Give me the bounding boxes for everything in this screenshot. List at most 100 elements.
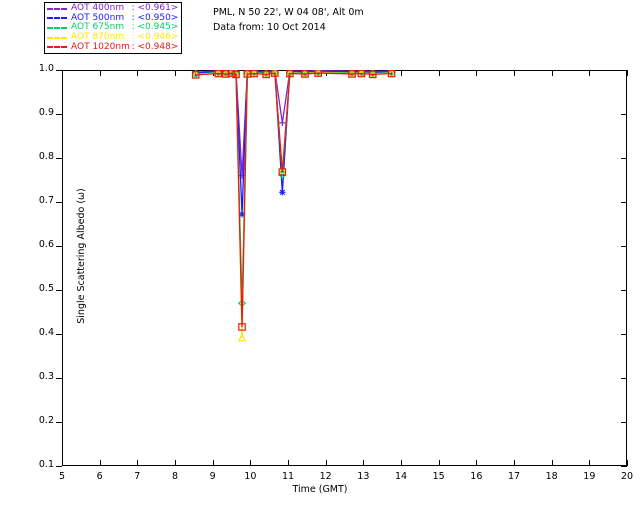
legend-mean-value: : <0.945> [131,22,179,33]
x-tick-mark-top [438,70,440,76]
data-marker-triangle [278,165,287,175]
plot-area [62,70,627,466]
x-tick-mark-top [514,70,515,76]
data-marker-square [368,70,377,79]
y-tick-label: 0.8 [38,151,54,162]
x-tick-mark [438,460,440,466]
series-aot-675nm [191,70,396,308]
legend-dash-icon [47,7,67,10]
legend-item-675nm: AOT 675nm : <0.945> [47,23,178,33]
data-marker-square [314,70,322,77]
y-tick-mark-right [621,158,627,159]
y-tick-mark [56,246,62,247]
x-tick-mark [250,460,252,466]
y-tick-mark [56,378,62,379]
data-marker-square [214,70,223,78]
y-tick-mark [56,202,62,203]
legend-label: AOT 675nm : <0.945> [71,23,178,32]
legend-aot-text: AOT [71,12,90,23]
legend-label: AOT 400nm: <0.961> [71,4,178,13]
data-marker-plus [279,119,286,126]
y-tick-mark-right [621,114,627,115]
x-tick-label: 10 [244,471,257,482]
x-tick-mark-top [401,70,402,76]
data-marker-asterisk [279,189,286,196]
y-tick-label: 1.0 [38,63,54,74]
series-aot-870nm [191,70,396,342]
data-marker-square [278,168,287,176]
x-tick-mark [325,460,327,466]
series-aot-400nm [192,70,395,179]
chart-canvas [191,70,396,342]
x-tick-label: 20 [620,471,634,482]
data-marker-square [357,70,366,78]
y-tick-label: 0.3 [38,371,54,382]
series-line [195,71,392,304]
data-marker-square [387,70,396,78]
x-tick-mark-top [175,70,176,76]
data-marker-square [271,70,279,77]
series-line [195,71,392,338]
x-tick-label: 19 [583,471,596,482]
y-tick-mark [56,290,62,291]
legend-wavelength: 400nm [89,3,125,14]
x-tick-mark-top [99,70,101,76]
legend-dash-icon [47,36,67,39]
x-tick-label: 8 [171,471,179,482]
x-axis-title: Time (GMT) [292,484,348,495]
data-marker-square [286,70,294,78]
legend-item-1020nm: AOT 1020nm: <0.948> [47,42,178,52]
x-tick-mark-top [627,70,628,76]
x-tick-mark-top [589,70,591,76]
x-tick-label: 18 [545,471,558,482]
legend-wavelength: 1020nm [89,41,130,52]
series-line [195,70,392,176]
x-tick-label: 6 [96,471,103,482]
data-marker-square [348,70,356,78]
x-tick-label: 5 [58,471,66,482]
y-tick-mark [56,466,62,467]
y-tick-label: 0.7 [38,195,54,206]
y-tick-mark [56,70,62,71]
y-tick-mark-right [621,422,627,423]
y-tick-mark-right [621,202,627,203]
x-tick-label: 17 [507,471,521,482]
x-tick-mark [212,460,214,466]
x-tick-label: 11 [281,471,295,482]
x-tick-mark-top [551,70,553,76]
legend-mean-value: : <0.961> [131,3,179,14]
x-tick-label: 7 [134,471,141,482]
y-tick-mark-right [621,378,627,379]
series-aot-500nm [192,70,395,218]
y-tick-label: 0.2 [38,415,54,426]
legend-wavelength: 675nm [89,22,125,33]
legend-aot-text: AOT [71,22,90,33]
data-marker-square [191,71,200,79]
x-tick-mark [137,460,139,466]
x-tick-mark [175,460,176,466]
legend-label: AOT 870nm: <0.946> [71,33,178,42]
legend: AOT 400nm: <0.961> AOT 500nm: <0.950> AOT … [44,2,183,54]
data-marker-square [301,70,309,78]
x-tick-mark [288,460,289,466]
x-tick-mark-top [137,70,139,76]
x-tick-mark-top [476,70,478,76]
header-line-2: Data from: 10 Oct 2014 [213,22,326,33]
y-tick-mark-right [621,246,627,247]
x-tick-mark [476,460,478,466]
y-tick-mark [56,334,62,335]
legend-mean-value: : <0.950> [131,12,179,23]
data-marker-triangle [237,332,247,342]
series-line [195,72,392,327]
x-tick-label: 13 [357,471,370,482]
legend-item-870nm: AOT 870nm: <0.946> [47,33,178,43]
legend-aot-text: AOT [71,32,90,43]
y-tick-label: 0.5 [38,283,54,294]
y-tick-mark-right [621,290,627,291]
y-tick-label: 0.6 [38,239,54,250]
y-tick-mark [56,114,62,115]
y-tick-mark-right [621,334,627,335]
x-tick-mark [514,460,515,466]
header-line-1: PML, N 50 22', W 04 08', Alt 0m [213,7,364,18]
